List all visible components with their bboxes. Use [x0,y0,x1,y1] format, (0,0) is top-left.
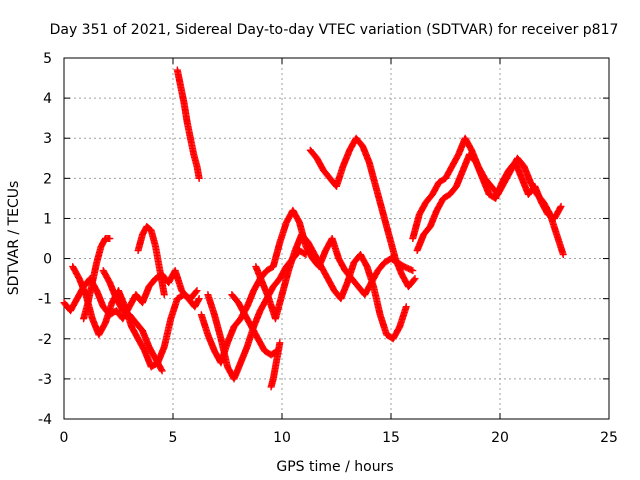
data-point [556,204,564,212]
y-tick-label: -2 [38,332,52,348]
y-tick-label: -4 [38,412,52,428]
data-marks [60,66,567,391]
series-arc-3 [80,235,114,323]
y-tick-label: 5 [43,51,52,67]
series-arc-7 [197,206,417,367]
data-point [160,291,168,299]
axis-ticks: 0 5 10 15 20 25 -4 -3 -2 -1 0 1 2 3 4 5 [38,51,618,446]
data-point [402,303,410,311]
y-axis-label: SDTVAR / TECUs [6,181,22,296]
series-arc-5 [134,222,168,299]
data-point [158,367,166,375]
chart-title: Day 351 of 2021, Sidereal Day-to-day VTE… [50,22,619,38]
data-point [194,296,202,304]
grid [64,58,609,419]
y-tick-label: 2 [43,171,52,187]
y-tick-label: 1 [43,211,52,227]
x-tick-label: 10 [273,430,291,446]
data-point [193,287,201,295]
data-point [411,275,419,283]
data-point [192,288,200,296]
data-point [302,251,310,259]
x-tick-label: 20 [491,430,509,446]
x-tick-label: 0 [60,430,69,446]
data-point [157,366,165,374]
data-point [557,202,565,210]
y-tick-label: -1 [38,292,52,308]
y-tick-label: 4 [43,91,52,107]
series-arc-14 [413,150,565,255]
series-arc-8 [204,247,310,383]
series-arc-12 [306,134,419,291]
y-tick-label: -3 [38,372,52,388]
x-axis-label: GPS time / hours [276,459,393,475]
data-point [410,276,418,284]
x-tick-label: 15 [382,430,400,446]
data-point [195,295,203,303]
data-point [276,339,284,347]
x-tick-label: 5 [169,430,178,446]
series-arc-10 [252,230,410,343]
series-arc-11 [267,339,284,391]
y-tick-label: 3 [43,131,52,147]
data-point [301,250,309,258]
data-point [559,251,567,259]
data-point [195,174,203,182]
x-tick-label: 25 [600,430,618,446]
series-arc-6 [173,66,203,182]
y-tick-label: 0 [43,252,52,268]
series-arc-4 [99,267,166,375]
series-arc-9 [228,291,282,359]
data-point [106,235,114,242]
plot-frame [63,57,610,420]
data-point [409,267,417,275]
